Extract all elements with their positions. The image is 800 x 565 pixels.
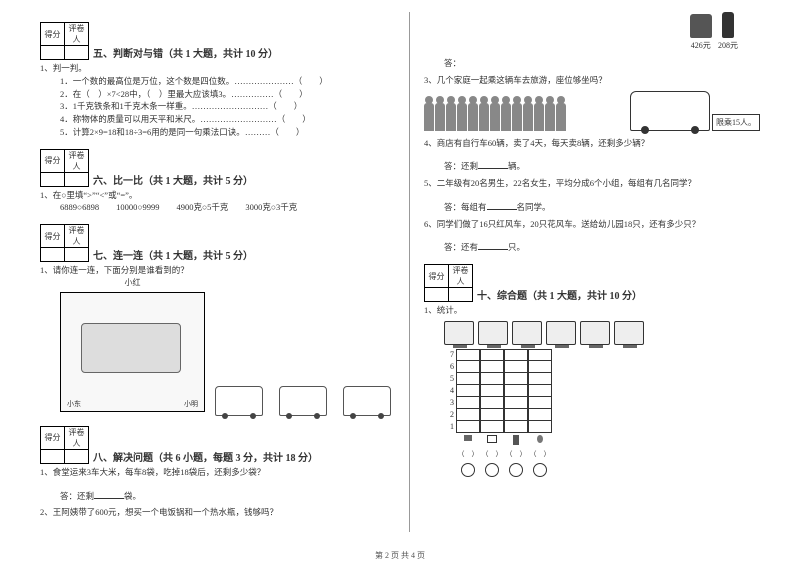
computer-icon (444, 321, 474, 345)
q8-3: 3、几个家庭一起乘这辆车去旅游，座位够坐吗？ (424, 74, 760, 87)
q10-stem: 1、统计。 (424, 304, 760, 317)
monitor-icon (480, 435, 504, 447)
rice-cooker-icon: 426元 (690, 14, 712, 51)
score-label: 得分 (41, 23, 65, 46)
blank (94, 489, 124, 499)
circle-icon (461, 463, 475, 477)
person-icon (424, 103, 434, 131)
chart-x-icons (456, 435, 760, 447)
label-xiaohong: 小红 (60, 277, 205, 288)
q8-4: 4、商店有自行车60辆，卖了4天，每天卖8辆，还剩多少辆？ (424, 137, 760, 150)
van-icon (343, 386, 391, 416)
q8-5-answer: 答：每组有名同学。 (444, 200, 760, 214)
q7-stem: 1、请你连一连，下面分别是谁看到的？ (40, 264, 395, 277)
q5-stem: 1、判一判。 (40, 62, 395, 75)
section-5-title: 五、判断对与错（共 1 大题，共计 10 分） (93, 45, 278, 60)
label-xiaodong: 小东 (67, 399, 81, 409)
page-footer: 第 2 页 共 4 页 (0, 550, 800, 561)
q5-item-3: 3．1千克铁条和1千克木条一样重。………………………（ ） (60, 100, 395, 113)
thermos-icon: 208元 (718, 12, 738, 51)
score-box-5: 得分评卷人 五、判断对与错（共 1 大题，共计 10 分） (40, 22, 395, 60)
q8-6-answer: 答：还有只。 (444, 240, 760, 254)
chart-circles (456, 463, 760, 477)
section-6-title: 六、比一比（共 1 大题，共计 5 分） (93, 172, 253, 187)
scene-image: 小东 小明 (60, 292, 205, 412)
bus-scene: 限乘15人。 (424, 91, 760, 131)
mouse-icon (528, 435, 552, 447)
grader-cell (65, 46, 89, 60)
q5-item-4: 4．称物体的质量可以用天平和米尺。………………………（ ） (60, 113, 395, 126)
computer-group (444, 321, 644, 345)
q8-1: 1、食堂运来3车大米，每车8袋，吃掉18袋后，还剩多少袋？ (40, 466, 395, 479)
van-options (211, 386, 395, 416)
product-row: 426元 208元 (424, 12, 740, 51)
car-icon (81, 323, 181, 373)
section-7-title: 七、连一连（共 1 大题，共计 5 分） (93, 247, 253, 262)
speaker-icon (504, 435, 528, 447)
score-box-6: 得分评卷人 六、比一比（共 1 大题，共计 5 分） (40, 149, 395, 187)
score-box-8: 得分评卷人 八、解决问题（共 6 小题，每题 3 分，共计 18 分） (40, 426, 395, 464)
column-divider (409, 12, 410, 532)
q8-2: 2、王阿姨带了600元，想买一个电饭锅和一个热水瓶，钱够吗？ (40, 506, 395, 519)
bar-chart: 7 6 5 4 3 2 1 （ ） （ ） （ ） （ ） (444, 349, 760, 477)
q5-item-2: 2．在（ ）×7<28中，（ ）里最大应该填3。……………（ ） (60, 88, 395, 101)
grader-label: 评卷人 (65, 23, 89, 46)
right-column: 426元 208元 答： 3、几个家庭一起乘这辆车去旅游，座位够坐吗？ 限乘15… (424, 12, 760, 532)
label-xiaoming: 小明 (184, 399, 198, 409)
q5-item-5: 5．计算2×9=18和18÷3=6用的是同一句乘法口诀。………（ ） (60, 126, 395, 139)
q8-5: 5、二年级有20名男生，22名女生，平均分成6个小组，每组有几名同学？ (424, 177, 760, 190)
chart-x-labels: （ ） （ ） （ ） （ ） (456, 449, 760, 459)
section-10-title: 十、综合题（共 1 大题，共计 10 分） (477, 287, 642, 302)
score-cell (41, 46, 65, 60)
q8-2-answer: 答： (444, 57, 760, 70)
keyboard-icon (456, 435, 480, 447)
van-icon (215, 386, 263, 416)
people-group (424, 91, 630, 131)
section-8-title: 八、解决问题（共 6 小题，每题 3 分，共计 18 分） (93, 449, 318, 464)
q6-row: 6889○6898 10000○9999 4900克○5千克 3000克○3千克 (60, 201, 395, 214)
score-box-7: 得分评卷人 七、连一连（共 1 大题，共计 5 分） (40, 224, 395, 262)
q8-6: 6、同学们做了16只红风车，20只花风车。送给幼儿园18只，还有多少只？ (424, 218, 760, 231)
bus-icon (630, 91, 710, 131)
q6-stem: 1、在○里填“>”“<”或“=”。 (40, 189, 395, 202)
q5-item-1: 1．一个数的最高位是万位，这个数是四位数。…………………（ ） (60, 75, 395, 88)
q8-4-answer: 答：还剩辆。 (444, 159, 760, 173)
score-box-10: 得分评卷人 十、综合题（共 1 大题，共计 10 分） (424, 264, 760, 302)
q8-1-answer: 答：还剩袋。 (60, 489, 395, 503)
bus-sign: 限乘15人。 (712, 114, 760, 131)
left-column: 得分评卷人 五、判断对与错（共 1 大题，共计 10 分） 1、判一判。 1．一… (40, 12, 395, 532)
van-icon (279, 386, 327, 416)
